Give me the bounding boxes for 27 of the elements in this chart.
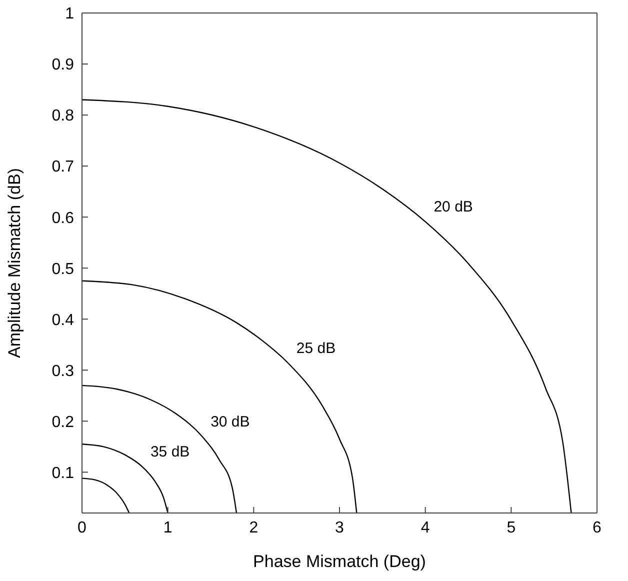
series-label: 35 dB bbox=[150, 444, 190, 461]
y-tick-label: 0.9 bbox=[52, 56, 74, 74]
x-tick-label: 1 bbox=[163, 519, 172, 536]
line-series bbox=[82, 444, 168, 513]
x-tick-label: 4 bbox=[420, 519, 430, 536]
x-axis-title: Phase Mismatch (Deg) bbox=[253, 552, 426, 571]
x-tick-label: 0 bbox=[78, 519, 87, 536]
y-tick-label: 0.6 bbox=[52, 210, 74, 227]
y-tick-label: 1 bbox=[65, 6, 74, 23]
y-tick-label: 0.5 bbox=[52, 260, 74, 278]
series-label: 30 dB bbox=[210, 413, 250, 430]
x-tick-label: 6 bbox=[592, 519, 602, 536]
y-tick-label: 0.8 bbox=[52, 108, 74, 125]
line-series bbox=[82, 99, 572, 513]
y-tick-label: 0.7 bbox=[52, 158, 74, 176]
x-tick-label: 3 bbox=[335, 519, 344, 536]
y-tick-label: 0.4 bbox=[52, 312, 74, 329]
series-label: 25 dB bbox=[296, 340, 336, 357]
y-tick-label: 0.1 bbox=[52, 464, 74, 482]
line-series bbox=[82, 478, 130, 513]
series-label: 20 dB bbox=[434, 198, 473, 216]
y-tick-label: 0.2 bbox=[52, 414, 74, 431]
y-tick-label: 0.3 bbox=[52, 362, 74, 380]
line-series bbox=[82, 280, 358, 513]
y-axis-title: Amplitude Mismatch (dB) bbox=[5, 168, 24, 358]
x-tick-label: 5 bbox=[506, 519, 516, 536]
x-tick-label: 2 bbox=[249, 519, 258, 536]
